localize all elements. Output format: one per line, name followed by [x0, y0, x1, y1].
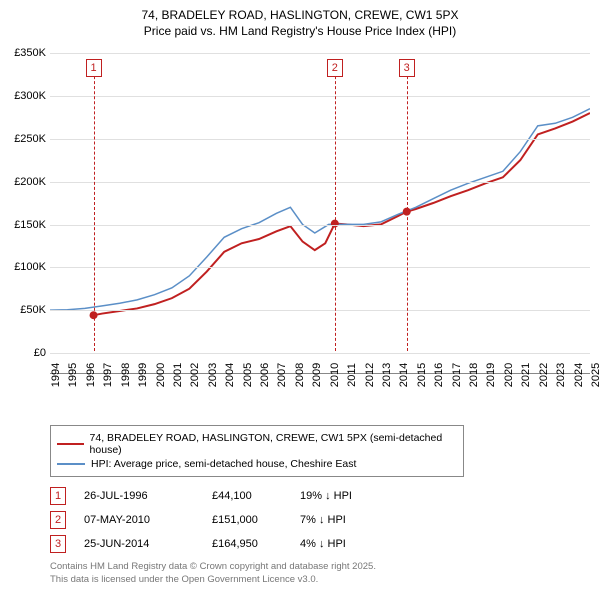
legend-item: HPI: Average price, semi-detached house,…: [57, 458, 457, 470]
event-marker-line: [407, 61, 408, 351]
y-axis-label: £250K: [14, 133, 46, 145]
plot-region: 1 2 3: [50, 43, 590, 374]
event-price: £44,100: [212, 490, 282, 502]
title-line2: Price paid vs. HM Land Registry's House …: [8, 24, 592, 40]
chart: 1 2 3 £0 £50K £100K £150K £200K £250K £300K £350K…: [8, 43, 592, 423]
chart-title: 74, BRADELEY ROAD, HASLINGTON, CREWE, CW…: [8, 8, 592, 39]
attribution: Contains HM Land Registry data © Crown c…: [50, 561, 592, 586]
event-num-box: 2: [50, 511, 66, 529]
footer-line2: This data is licensed under the Open Gov…: [50, 574, 592, 586]
x-axis-label: 1998: [120, 363, 132, 387]
x-axis-label: 1997: [102, 363, 114, 387]
gridline-h: [50, 182, 590, 183]
x-axis-label: 2024: [573, 363, 585, 387]
y-axis-label: £350K: [14, 47, 46, 59]
x-axis-label: 1999: [137, 363, 149, 387]
gridline-h: [50, 267, 590, 268]
y-axis-label: £50K: [20, 304, 46, 316]
event-price: £151,000: [212, 514, 282, 526]
legend-swatch: [57, 443, 84, 445]
x-axis-label: 2016: [433, 363, 445, 387]
event-delta: 4% ↓ HPI: [300, 538, 346, 550]
gridline-h: [50, 139, 590, 140]
event-delta: 19% ↓ HPI: [300, 490, 352, 502]
x-axis-label: 2004: [224, 363, 236, 387]
event-date: 25-JUN-2014: [84, 538, 194, 550]
event-row: 1 26-JUL-1996 £44,100 19% ↓ HPI: [50, 487, 592, 505]
event-marker-line: [94, 61, 95, 351]
x-axis-label: 2009: [311, 363, 323, 387]
x-axis-label: 2005: [242, 363, 254, 387]
event-marker-line: [335, 61, 336, 351]
x-axis-label: 2006: [259, 363, 271, 387]
event-date: 07-MAY-2010: [84, 514, 194, 526]
x-axis-label: 2001: [172, 363, 184, 387]
x-axis-label: 1995: [67, 363, 79, 387]
x-axis-label: 2021: [520, 363, 532, 387]
x-axis-label: 1994: [50, 363, 62, 387]
x-axis-label: 2003: [207, 363, 219, 387]
x-axis-label: 2019: [485, 363, 497, 387]
x-axis-label: 1996: [85, 363, 97, 387]
events-table: 1 26-JUL-1996 £44,100 19% ↓ HPI 2 07-MAY-2010…: [50, 487, 592, 553]
x-axis-label: 2011: [346, 363, 358, 387]
legend-label: HPI: Average price, semi-detached house,…: [91, 458, 356, 470]
x-axis-label: 2015: [416, 363, 428, 387]
gridline-h: [50, 310, 590, 311]
x-axis-label: 2018: [468, 363, 480, 387]
x-axis-label: 2010: [329, 363, 341, 387]
x-axis-label: 2013: [381, 363, 393, 387]
gridline-h: [50, 353, 590, 354]
event-marker-box: 2: [327, 59, 343, 77]
event-price: £164,950: [212, 538, 282, 550]
x-axis-label: 2008: [294, 363, 306, 387]
legend-label: 74, BRADELEY ROAD, HASLINGTON, CREWE, CW…: [90, 432, 457, 456]
x-axis-label: 2014: [398, 363, 410, 387]
event-marker-box: 1: [86, 59, 102, 77]
x-axis-label: 2022: [538, 363, 550, 387]
x-axis-label: 2002: [189, 363, 201, 387]
y-axis-label: £0: [34, 347, 46, 359]
x-axis-label: 2007: [276, 363, 288, 387]
event-num-box: 1: [50, 487, 66, 505]
gridline-h: [50, 225, 590, 226]
title-line1: 74, BRADELEY ROAD, HASLINGTON, CREWE, CW…: [8, 8, 592, 24]
event-num-box: 3: [50, 535, 66, 553]
y-axis-label: £100K: [14, 261, 46, 273]
legend-item: 74, BRADELEY ROAD, HASLINGTON, CREWE, CW…: [57, 432, 457, 456]
event-row: 2 07-MAY-2010 £151,000 7% ↓ HPI: [50, 511, 592, 529]
gridline-h: [50, 53, 590, 54]
y-axis-label: £300K: [14, 90, 46, 102]
x-axis-label: 2020: [503, 363, 515, 387]
y-axis-label: £200K: [14, 176, 46, 188]
legend: 74, BRADELEY ROAD, HASLINGTON, CREWE, CW…: [50, 425, 464, 477]
y-axis-label: £150K: [14, 219, 46, 231]
x-axis-label: 2025: [590, 363, 600, 387]
x-axis-label: 2023: [555, 363, 567, 387]
event-marker-box: 3: [399, 59, 415, 77]
footer-line1: Contains HM Land Registry data © Crown c…: [50, 561, 592, 573]
legend-swatch: [57, 463, 85, 465]
event-date: 26-JUL-1996: [84, 490, 194, 502]
event-delta: 7% ↓ HPI: [300, 514, 346, 526]
gridline-h: [50, 96, 590, 97]
plot-svg: [50, 43, 590, 373]
x-axis-label: 2000: [155, 363, 167, 387]
series-line: [94, 113, 590, 315]
event-row: 3 25-JUN-2014 £164,950 4% ↓ HPI: [50, 535, 592, 553]
x-axis-label: 2017: [451, 363, 463, 387]
x-axis-label: 2012: [364, 363, 376, 387]
